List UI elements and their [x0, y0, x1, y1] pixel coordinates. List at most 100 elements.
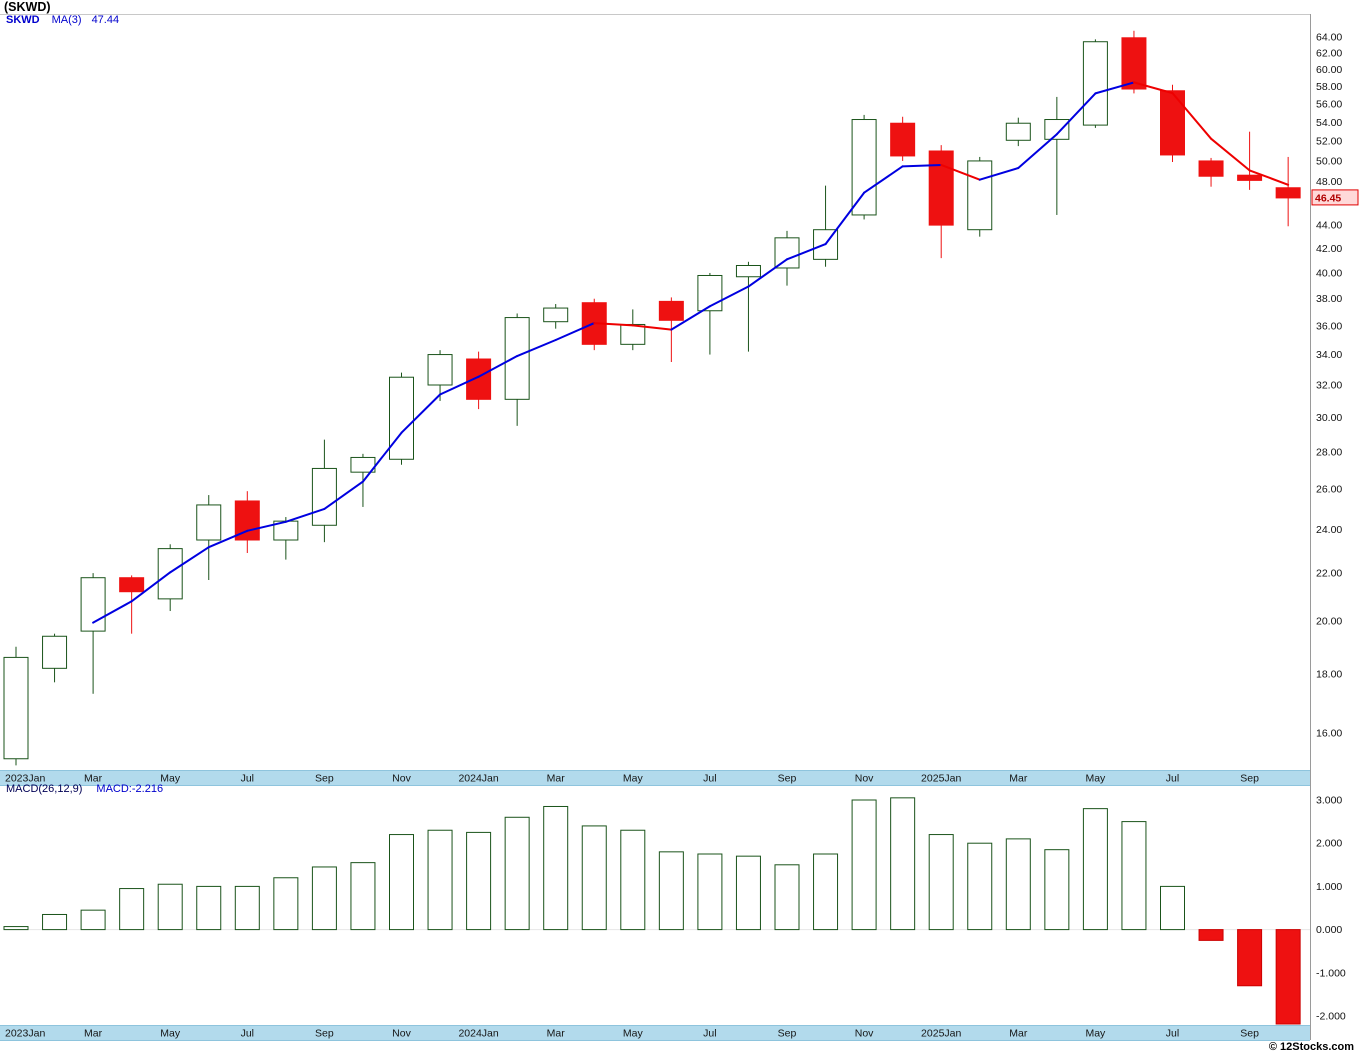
- month-label-bottom: Jul: [241, 1028, 254, 1040]
- candle-body: [157, 548, 183, 600]
- ma3-line-segment: [169, 546, 210, 574]
- month-label-top: Sep: [315, 773, 334, 785]
- macd-bar: [1237, 929, 1263, 987]
- ma3-line-segment: [786, 243, 827, 261]
- candle-body: [620, 323, 646, 345]
- candle-body: [311, 467, 337, 526]
- price-tick-label: 30.00: [1316, 412, 1342, 424]
- price-legend: SKWD MA(3) 47.44: [6, 14, 119, 26]
- price-tick-label: 24.00: [1316, 524, 1342, 536]
- macd-tick-label: -2.000: [1316, 1011, 1346, 1023]
- candle-body: [697, 274, 723, 312]
- ma3-line-segment: [361, 431, 403, 483]
- month-label-top: Nov: [855, 773, 874, 785]
- month-label-bottom: Sep: [315, 1028, 334, 1040]
- candle-body: [427, 354, 453, 386]
- month-label-bottom: Mar: [547, 1028, 566, 1040]
- candle-body: [658, 300, 684, 321]
- price-tick-label: 50.00: [1316, 155, 1342, 167]
- ma3-line-segment: [400, 393, 442, 434]
- price-tick-label: 54.00: [1316, 117, 1342, 129]
- price-tick-label: 58.00: [1316, 81, 1342, 93]
- month-label-top: Jul: [703, 773, 716, 785]
- month-label-bottom: 2025Jan: [921, 1028, 961, 1040]
- month-label-top: 2025Jan: [921, 773, 961, 785]
- candle-body: [504, 317, 530, 400]
- xaxis-strip-bottom: [0, 1025, 1310, 1040]
- ma3-line-segment: [516, 339, 557, 358]
- macd-bar: [1005, 838, 1031, 931]
- copyright-link[interactable]: © 12Stocks.com: [1268, 1041, 1354, 1053]
- ma3-line-segment: [670, 305, 711, 331]
- month-label-top: Mar: [84, 773, 103, 785]
- macd-tick-label: 0.000: [1316, 924, 1342, 936]
- price-tick-label: 62.00: [1316, 47, 1342, 59]
- month-label-bottom: 2024Jan: [458, 1028, 498, 1040]
- macd-tick-label: -1.000: [1316, 967, 1346, 979]
- month-label-top: Mar: [1009, 773, 1028, 785]
- candle-body: [735, 264, 761, 278]
- macd-bar: [967, 842, 993, 931]
- macd-bar: [1275, 929, 1301, 1025]
- macd-bar: [735, 855, 761, 931]
- macd-bar: [774, 864, 800, 931]
- ma3-line-segment: [130, 571, 172, 603]
- candle-body: [851, 119, 877, 216]
- ma3-line-segment: [1017, 133, 1058, 170]
- candle-body: [928, 150, 954, 226]
- candle-body: [1005, 122, 1031, 141]
- candle-body: [774, 237, 800, 269]
- month-label-bottom: Jul: [1166, 1028, 1179, 1040]
- price-tick-label: 18.00: [1316, 668, 1342, 680]
- ma3-line-segment: [284, 507, 326, 523]
- month-label-top: 2024Jan: [458, 773, 498, 785]
- ma3-line-segment: [477, 355, 519, 378]
- ma3-line-segment: [246, 520, 287, 532]
- macd-bar: [813, 853, 839, 931]
- ma3-line-segment: [631, 324, 673, 331]
- month-label-top: Sep: [1240, 773, 1259, 785]
- month-label-top: May: [1085, 773, 1106, 785]
- macd-bar: [196, 885, 222, 931]
- ma3-line-segment: [92, 600, 133, 624]
- candle-body: [466, 358, 492, 400]
- macd-bar: [3, 926, 29, 931]
- macd-bar: [466, 831, 492, 931]
- candle-body: [1160, 90, 1185, 156]
- macd-bar: [1160, 885, 1185, 931]
- ma3-line-segment: [593, 322, 634, 327]
- candle-body: [890, 122, 916, 157]
- ma3-line-segment: [207, 529, 249, 549]
- month-label-top: Nov: [392, 773, 411, 785]
- candle-body: [3, 656, 29, 760]
- month-label-top: May: [160, 773, 181, 785]
- macd-bar: [851, 799, 877, 931]
- macd-bar: [890, 797, 916, 931]
- month-label-top: Sep: [778, 773, 797, 785]
- candle-body: [1082, 41, 1108, 126]
- macd-bar: [658, 851, 684, 931]
- candle-body: [389, 376, 414, 460]
- price-tick-label: 52.00: [1316, 136, 1342, 148]
- month-label-bottom: Nov: [855, 1028, 874, 1040]
- price-tick-label: 22.00: [1316, 568, 1342, 580]
- candle-body: [1121, 37, 1147, 90]
- ma3-line-segment: [901, 163, 943, 168]
- macd-current-value: MACD:-2.216: [96, 783, 164, 795]
- candle-body: [967, 160, 993, 231]
- month-label-bottom: Nov: [392, 1028, 411, 1040]
- macd-bar: [119, 888, 145, 931]
- price-tick-label: 38.00: [1316, 293, 1342, 305]
- price-tick-label: 34.00: [1316, 349, 1342, 361]
- ma3-line-segment: [1132, 81, 1174, 95]
- macd-tick-label: 3.000: [1316, 795, 1342, 807]
- month-label-top: Jul: [1166, 773, 1179, 785]
- ma3-line-segment: [323, 480, 364, 510]
- ma3-line-segment: [439, 375, 480, 396]
- candle-body: [119, 577, 145, 593]
- candle-body: [1237, 174, 1263, 181]
- price-tick-label: 36.00: [1316, 320, 1342, 332]
- ma3-line-segment: [708, 285, 750, 308]
- ma3-line-segment: [940, 163, 981, 181]
